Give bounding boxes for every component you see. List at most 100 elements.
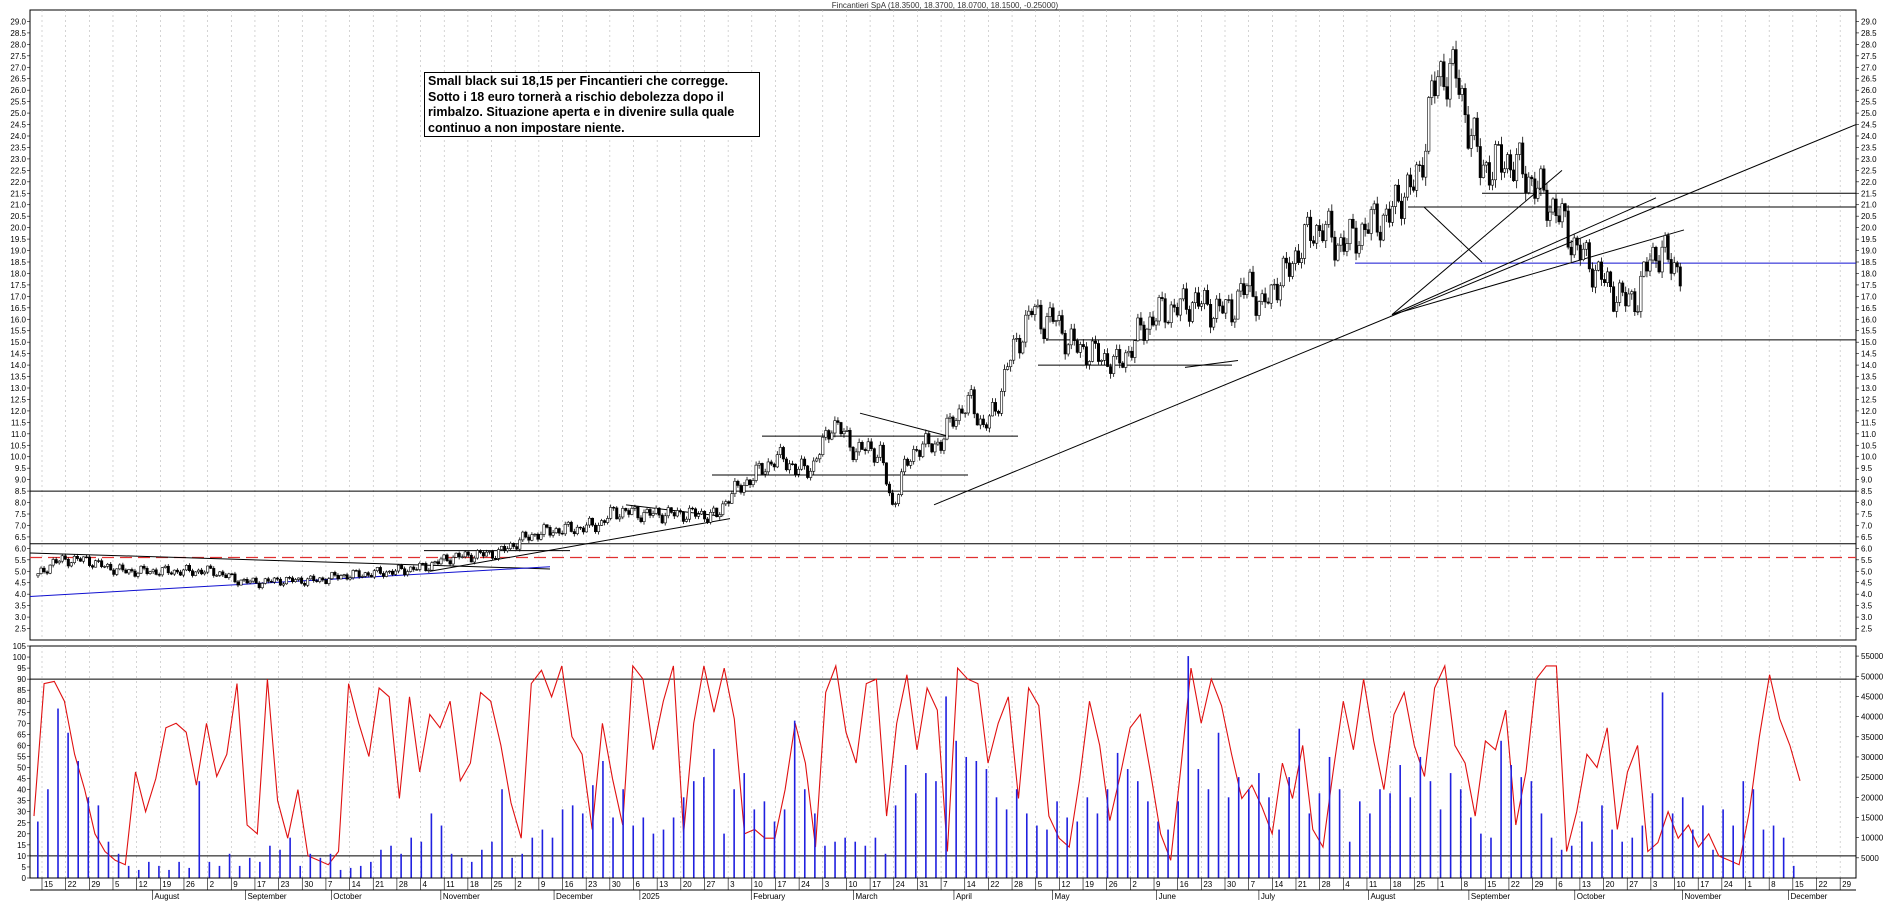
volume-bar <box>844 837 846 878</box>
y-tick-label-right: 13.5 <box>1861 373 1877 382</box>
candle-body <box>984 424 988 429</box>
y-tick-label-left: 26.5 <box>10 75 26 84</box>
volume-bar <box>682 797 685 878</box>
y-tick-label-right: 25.5 <box>1861 98 1877 107</box>
candle-body <box>860 442 864 450</box>
candle-body <box>881 444 885 464</box>
volume-bar <box>1167 829 1169 878</box>
volume-bar <box>1207 789 1210 878</box>
candle-body <box>1133 340 1137 358</box>
candle-body <box>1051 307 1055 322</box>
candle-body <box>945 417 949 440</box>
x-tick-label: 17 <box>777 880 786 889</box>
volume-tick-label: 15000 <box>1861 813 1884 822</box>
candle-body <box>739 485 743 493</box>
y-tick-label-right: 12.5 <box>1861 395 1877 404</box>
candle-body <box>1593 269 1597 288</box>
candle-body <box>224 574 228 579</box>
month-label: November <box>443 892 480 901</box>
month-label: February <box>753 892 785 901</box>
candle-body <box>51 559 55 566</box>
x-tick-label: 30 <box>304 880 313 889</box>
candle-body <box>272 577 276 583</box>
candle-body <box>1503 168 1507 173</box>
candle-body <box>454 552 458 558</box>
candle-body <box>627 510 631 515</box>
candle-body <box>1357 245 1361 254</box>
volume-bar <box>390 845 392 878</box>
x-tick-label: 31 <box>919 880 928 889</box>
candle-body <box>878 444 882 458</box>
volume-bar <box>1046 829 1048 878</box>
month-label: December <box>556 892 593 901</box>
candle-body <box>730 493 734 504</box>
candle-body <box>560 532 564 535</box>
candle-body <box>145 567 149 574</box>
candle-body <box>1281 257 1285 287</box>
volume-bar <box>965 756 968 878</box>
candle-body <box>1624 292 1628 307</box>
candle-body <box>309 575 313 580</box>
osc-tick-label: 90 <box>17 675 26 684</box>
candle-body <box>184 565 188 571</box>
candle-body <box>1066 344 1070 355</box>
candle-body <box>706 518 710 523</box>
candle-body <box>763 471 767 475</box>
candle-body <box>1396 184 1400 202</box>
volume-bar <box>1227 797 1230 878</box>
candle-body <box>1521 142 1525 175</box>
candle-body <box>597 525 601 533</box>
x-tick-label: 28 <box>399 880 408 889</box>
candle-body <box>1427 97 1431 152</box>
candle-body <box>1366 229 1370 234</box>
candle-body <box>348 577 352 580</box>
y-tick-label-right: 26.0 <box>1861 86 1877 95</box>
candle-body <box>403 568 407 576</box>
candle-body <box>890 492 894 505</box>
volume-bar <box>1459 789 1462 878</box>
month-label: October <box>1577 892 1606 901</box>
x-tick-label: 10 <box>1677 880 1686 889</box>
candle-body <box>484 551 488 557</box>
y-tick-label-right: 20.0 <box>1861 224 1877 233</box>
x-tick-label: 20 <box>683 880 692 889</box>
candle-body <box>1563 203 1567 212</box>
candle-body <box>500 545 504 550</box>
candle-body <box>1027 310 1031 316</box>
y-tick-label-left: 8.0 <box>15 499 27 508</box>
candle-body <box>872 448 876 463</box>
candle-body <box>927 433 931 445</box>
candle-body <box>275 577 279 580</box>
candle-body <box>703 510 707 520</box>
candle-body <box>1460 88 1464 95</box>
volume-bar <box>198 781 201 878</box>
volume-bar <box>894 805 897 878</box>
volume-bar <box>1086 797 1089 878</box>
y-tick-label-left: 23.5 <box>10 143 26 152</box>
candle-body <box>1333 236 1337 261</box>
candle-body <box>103 566 107 568</box>
candle-body <box>978 418 982 426</box>
price-y-axis: 29.0 29.0 28.5 28.5 28.0 28.0 27.5 27.5 27.0 27.0… <box>10 17 1877 633</box>
volume-bar <box>975 760 978 878</box>
candle-body <box>324 579 328 584</box>
volume-bar <box>1419 756 1422 878</box>
candle-body <box>178 571 182 576</box>
volume-tick-label: 40000 <box>1861 713 1884 722</box>
x-tick-label: 15 <box>1487 880 1496 889</box>
volume-bar <box>753 809 756 878</box>
candle-body <box>1127 351 1131 354</box>
candle-body <box>1675 262 1679 268</box>
candle-body <box>1218 298 1222 307</box>
candle-body <box>645 509 649 513</box>
volume-bar <box>581 813 584 878</box>
y-tick-label-right: 19.0 <box>1861 247 1877 256</box>
volume-bar <box>1157 821 1159 878</box>
candle-body <box>1639 275 1643 312</box>
candle-body <box>781 447 785 460</box>
volume-bar <box>904 765 907 878</box>
candle-body <box>615 507 619 520</box>
candle-body <box>618 516 622 520</box>
y-tick-label-left: 14.0 <box>10 361 26 370</box>
candle-body <box>360 576 364 578</box>
